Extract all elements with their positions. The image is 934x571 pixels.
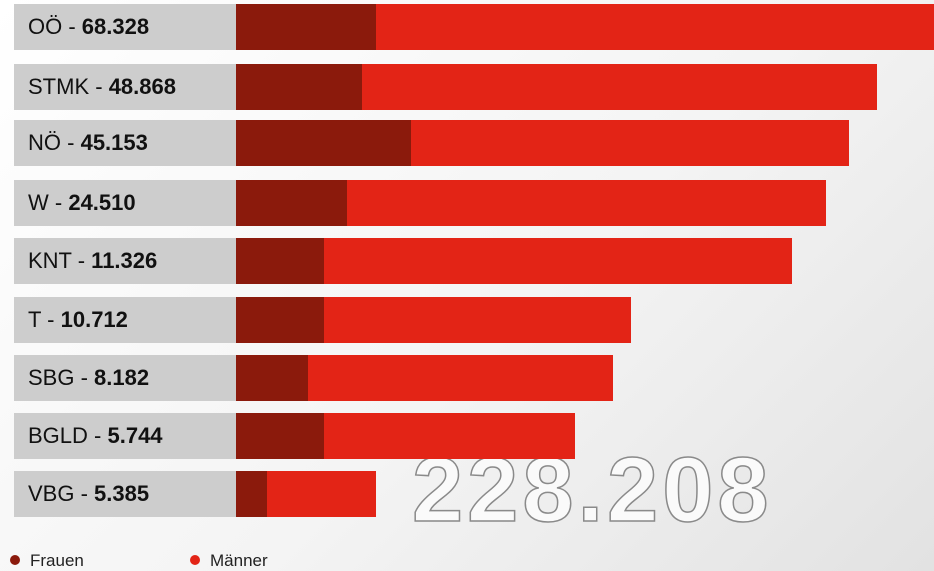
count: 8.182: [94, 365, 150, 390]
region: T -: [28, 307, 55, 332]
legend-item: Frauen: [10, 551, 84, 571]
count: 11.326: [91, 248, 158, 273]
region: STMK -: [28, 74, 103, 99]
region: KNT -: [28, 248, 86, 273]
bar-frauen: [236, 413, 324, 459]
bar-row: VBG - 5.385: [14, 471, 934, 517]
bar-frauen: [236, 471, 267, 517]
bar-maenner: [362, 64, 877, 110]
bar-row: T - 10.712: [14, 297, 934, 343]
count: 48.868: [108, 74, 176, 99]
bar-maenner: [267, 471, 376, 517]
count: 10.712: [60, 307, 128, 332]
bar-frauen: [236, 64, 362, 110]
row-label: SBG - 8.182: [14, 355, 236, 401]
count: 5.385: [94, 481, 150, 506]
legend-label: Frauen: [30, 551, 84, 570]
row-label: KNT - 11.326: [14, 238, 236, 284]
bar-frauen: [236, 355, 308, 401]
bar-frauen: [236, 4, 376, 50]
count: 5.744: [107, 423, 163, 448]
bar-row: STMK - 48.868: [14, 64, 934, 110]
bar-maenner: [324, 413, 575, 459]
bar-maenner: [324, 297, 631, 343]
row-label: OÖ - 68.328: [14, 4, 236, 50]
region: W -: [28, 190, 63, 215]
bar-row: SBG - 8.182: [14, 355, 934, 401]
legend-item: Männer: [190, 551, 268, 571]
bar-frauen: [236, 238, 324, 284]
row-label: NÖ - 45.153: [14, 120, 236, 166]
bar-frauen: [236, 180, 347, 226]
count: 45.153: [80, 130, 148, 155]
bar-maenner: [308, 355, 613, 401]
bar-maenner: [376, 4, 934, 50]
row-label: STMK - 48.868: [14, 64, 236, 110]
bar-row: BGLD - 5.744: [14, 413, 934, 459]
bar-row: W - 24.510: [14, 180, 934, 226]
row-label: W - 24.510: [14, 180, 236, 226]
bar-row: OÖ - 68.328: [14, 4, 934, 50]
bar-frauen: [236, 297, 324, 343]
bar-maenner: [324, 238, 792, 284]
count: 68.328: [81, 14, 150, 39]
row-label: BGLD - 5.744: [14, 413, 236, 459]
bar-row: KNT - 11.326: [14, 238, 934, 284]
bar-frauen: [236, 120, 411, 166]
bar-maenner: [347, 180, 826, 226]
region: OÖ -: [28, 14, 76, 39]
region: SBG -: [28, 365, 88, 390]
bar-row: NÖ - 45.153: [14, 120, 934, 166]
region: VBG -: [28, 481, 88, 506]
region: BGLD -: [28, 423, 102, 448]
legend-label: Männer: [210, 551, 268, 570]
region: NÖ -: [28, 130, 75, 155]
row-label: VBG - 5.385: [14, 471, 236, 517]
bar-maenner: [411, 120, 849, 166]
count: 24.510: [68, 190, 136, 215]
row-label: T - 10.712: [14, 297, 236, 343]
